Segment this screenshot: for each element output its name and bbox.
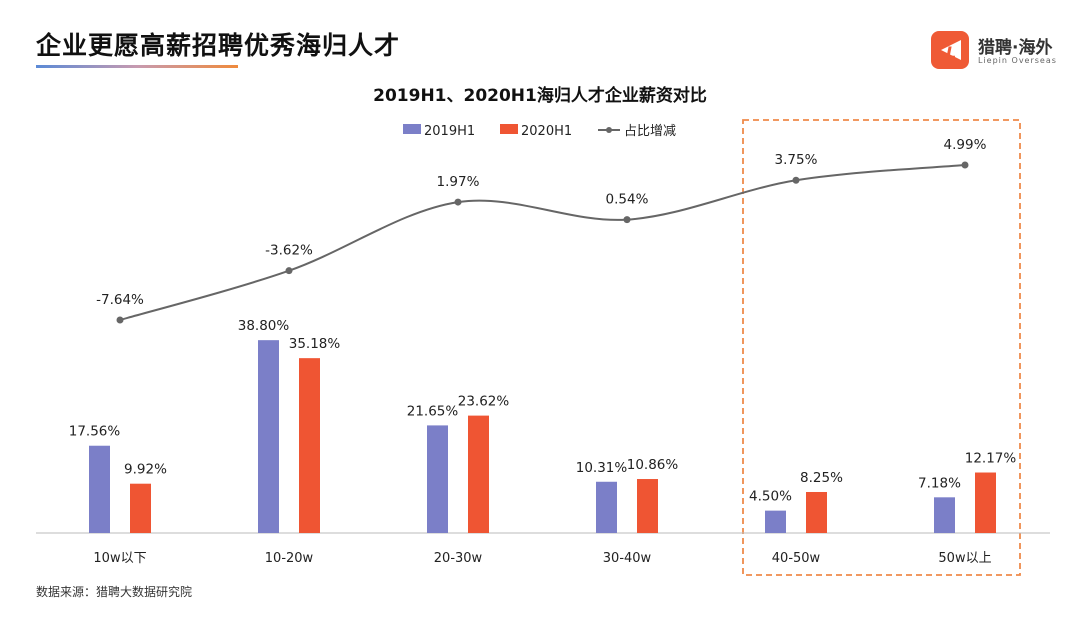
bar-data-label: 8.25% — [800, 470, 843, 486]
bar-data-label: 38.80% — [238, 318, 290, 334]
logo-subtext: Liepin Overseas — [978, 56, 1057, 65]
x-tick-label: 20-30w — [434, 551, 483, 566]
bar-data-label: 35.18% — [289, 336, 341, 352]
bar-2019h1 — [427, 425, 448, 533]
bar-2019h1 — [934, 497, 955, 533]
bar-data-label: 7.18% — [918, 475, 961, 491]
bar-2020h1 — [468, 415, 489, 533]
change-data-label: 1.97% — [437, 174, 480, 190]
bar-2020h1 — [975, 472, 996, 533]
bar-data-label: 10.31% — [576, 460, 628, 476]
change-point — [116, 316, 124, 324]
x-tick-label: 10w以下 — [93, 551, 146, 566]
change-data-label: 4.99% — [944, 137, 987, 153]
data-source: 数据来源：猎聘大数据研究院 — [36, 585, 193, 599]
bar-data-label: 12.17% — [965, 451, 1017, 467]
bar-data-label: 17.56% — [69, 424, 121, 440]
bar-2020h1 — [299, 358, 320, 533]
change-point — [961, 161, 969, 169]
x-tick-label: 40-50w — [772, 551, 821, 566]
legend-label-change: 占比增减 — [624, 124, 676, 139]
liepin-logo-icon: L — [931, 31, 969, 69]
page-title: 企业更愿高薪招聘优秀海归人才 — [36, 31, 401, 60]
bar-data-label: 21.65% — [407, 403, 459, 419]
legend-line-marker — [606, 127, 612, 133]
change-point — [623, 216, 631, 224]
change-point — [454, 198, 462, 206]
change-data-label: -3.62% — [265, 243, 313, 259]
bar-2020h1 — [806, 491, 827, 533]
x-tick-label: 30-40w — [603, 551, 652, 566]
bar-2019h1 — [596, 481, 617, 533]
change-data-label: 3.75% — [775, 152, 818, 168]
highlight-box — [742, 119, 1021, 576]
svg-text:L: L — [946, 43, 956, 62]
change-point — [285, 267, 293, 275]
legend-swatch-2020 — [500, 124, 518, 134]
bar-2019h1 — [258, 340, 279, 533]
bar-2020h1 — [637, 479, 658, 533]
legend-label-2019: 2019H1 — [424, 124, 475, 139]
bar-data-label: 4.50% — [749, 489, 792, 505]
chart-title: 2019H1、2020H1海归人才企业薪资对比 — [373, 85, 707, 106]
change-data-label: 0.54% — [606, 192, 649, 208]
logo-text: 猎聘·海外 — [978, 38, 1053, 58]
bar-data-label: 10.86% — [627, 457, 679, 473]
legend-label-2020: 2020H1 — [521, 124, 572, 139]
bar-2019h1 — [89, 445, 110, 533]
bar-2019h1 — [765, 510, 786, 533]
legend: 2019H1 2020H1 占比增减 — [403, 124, 676, 139]
x-tick-label: 50w以上 — [938, 551, 991, 566]
change-line — [119, 164, 966, 321]
x-tick-label: 10-20w — [265, 551, 314, 566]
bar-data-label: 23.62% — [458, 394, 510, 410]
bar-2020h1 — [130, 483, 151, 533]
change-data-label: -7.64% — [96, 292, 144, 308]
title-underline — [36, 65, 238, 68]
legend-swatch-2019 — [403, 124, 421, 134]
change-point — [792, 176, 800, 184]
bar-data-label: 9.92% — [124, 462, 167, 478]
